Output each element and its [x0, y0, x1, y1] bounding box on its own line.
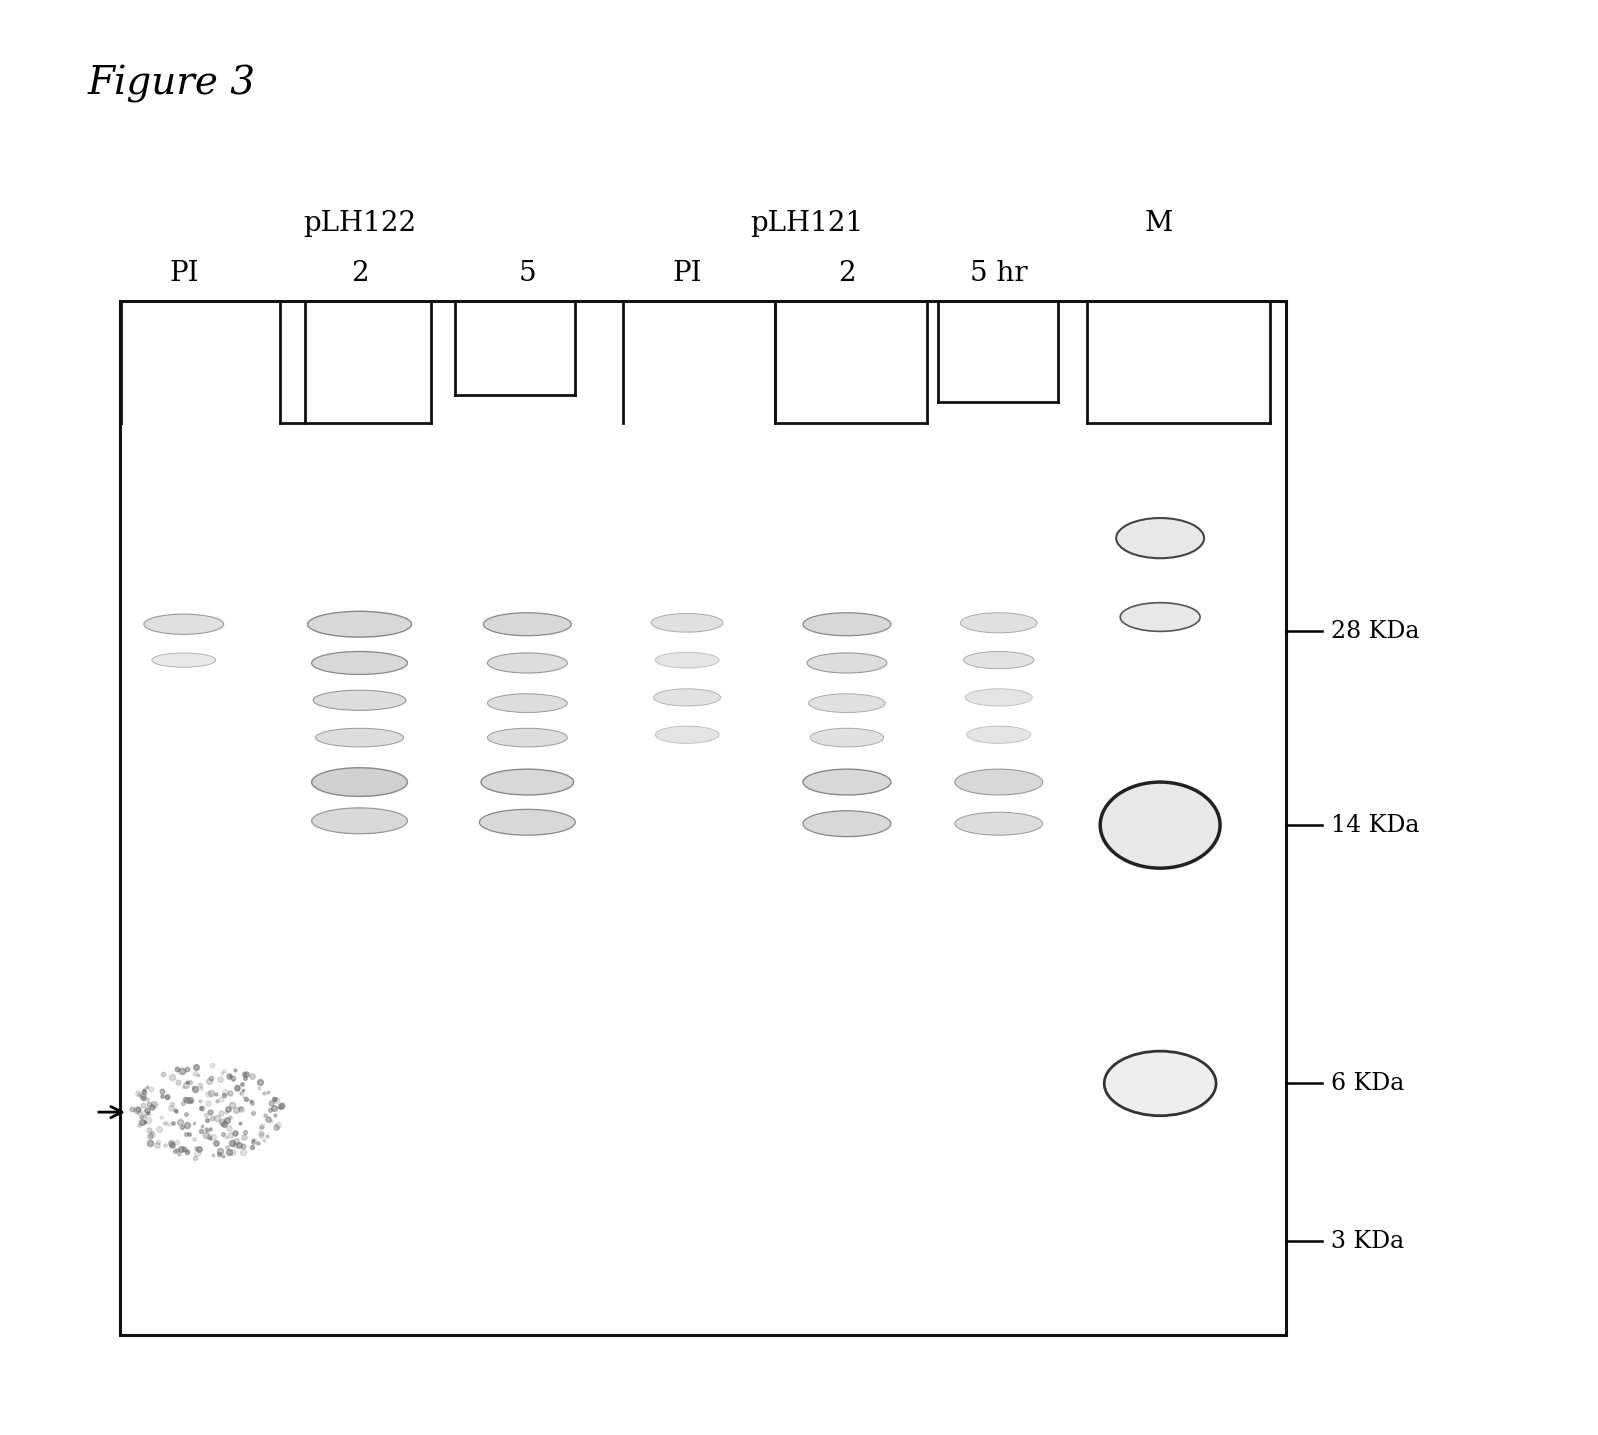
Text: PI: PI [673, 260, 702, 287]
Ellipse shape [956, 812, 1042, 835]
Text: 2: 2 [837, 260, 857, 287]
Ellipse shape [316, 728, 403, 746]
Ellipse shape [484, 613, 572, 636]
Ellipse shape [312, 651, 407, 674]
Ellipse shape [652, 614, 722, 631]
Ellipse shape [479, 809, 575, 835]
Text: 5: 5 [518, 260, 537, 287]
Text: M: M [1144, 210, 1173, 237]
Ellipse shape [967, 726, 1031, 743]
Text: 5 hr: 5 hr [970, 260, 1028, 287]
Ellipse shape [307, 611, 412, 637]
Text: 3 KDa: 3 KDa [1331, 1230, 1405, 1253]
Text: Figure 3: Figure 3 [88, 65, 256, 102]
Ellipse shape [655, 726, 719, 743]
Ellipse shape [312, 808, 407, 834]
Ellipse shape [1120, 603, 1200, 631]
Ellipse shape [1104, 1050, 1216, 1116]
Ellipse shape [144, 614, 224, 634]
Text: 28 KDa: 28 KDa [1331, 620, 1419, 643]
FancyBboxPatch shape [120, 301, 1286, 1335]
Ellipse shape [487, 728, 567, 746]
Ellipse shape [487, 653, 567, 673]
Ellipse shape [965, 689, 1032, 706]
Ellipse shape [481, 769, 574, 795]
Ellipse shape [152, 653, 216, 667]
Ellipse shape [487, 695, 567, 712]
Ellipse shape [807, 653, 887, 673]
Text: pLH121: pLH121 [751, 210, 863, 237]
Text: PI: PI [169, 260, 198, 287]
Ellipse shape [313, 690, 406, 710]
Ellipse shape [804, 613, 892, 636]
Ellipse shape [804, 769, 892, 795]
Ellipse shape [956, 769, 1042, 795]
Ellipse shape [809, 695, 885, 712]
Ellipse shape [804, 811, 892, 837]
Ellipse shape [654, 689, 721, 706]
Ellipse shape [964, 651, 1034, 669]
Text: 14 KDa: 14 KDa [1331, 814, 1419, 837]
Ellipse shape [312, 768, 407, 796]
Ellipse shape [960, 613, 1037, 633]
Ellipse shape [1099, 782, 1221, 868]
Text: 2: 2 [350, 260, 369, 287]
Text: pLH122: pLH122 [304, 210, 415, 237]
Ellipse shape [1115, 518, 1205, 558]
Ellipse shape [655, 651, 719, 667]
Ellipse shape [810, 728, 884, 746]
Text: 6 KDa: 6 KDa [1331, 1072, 1405, 1095]
